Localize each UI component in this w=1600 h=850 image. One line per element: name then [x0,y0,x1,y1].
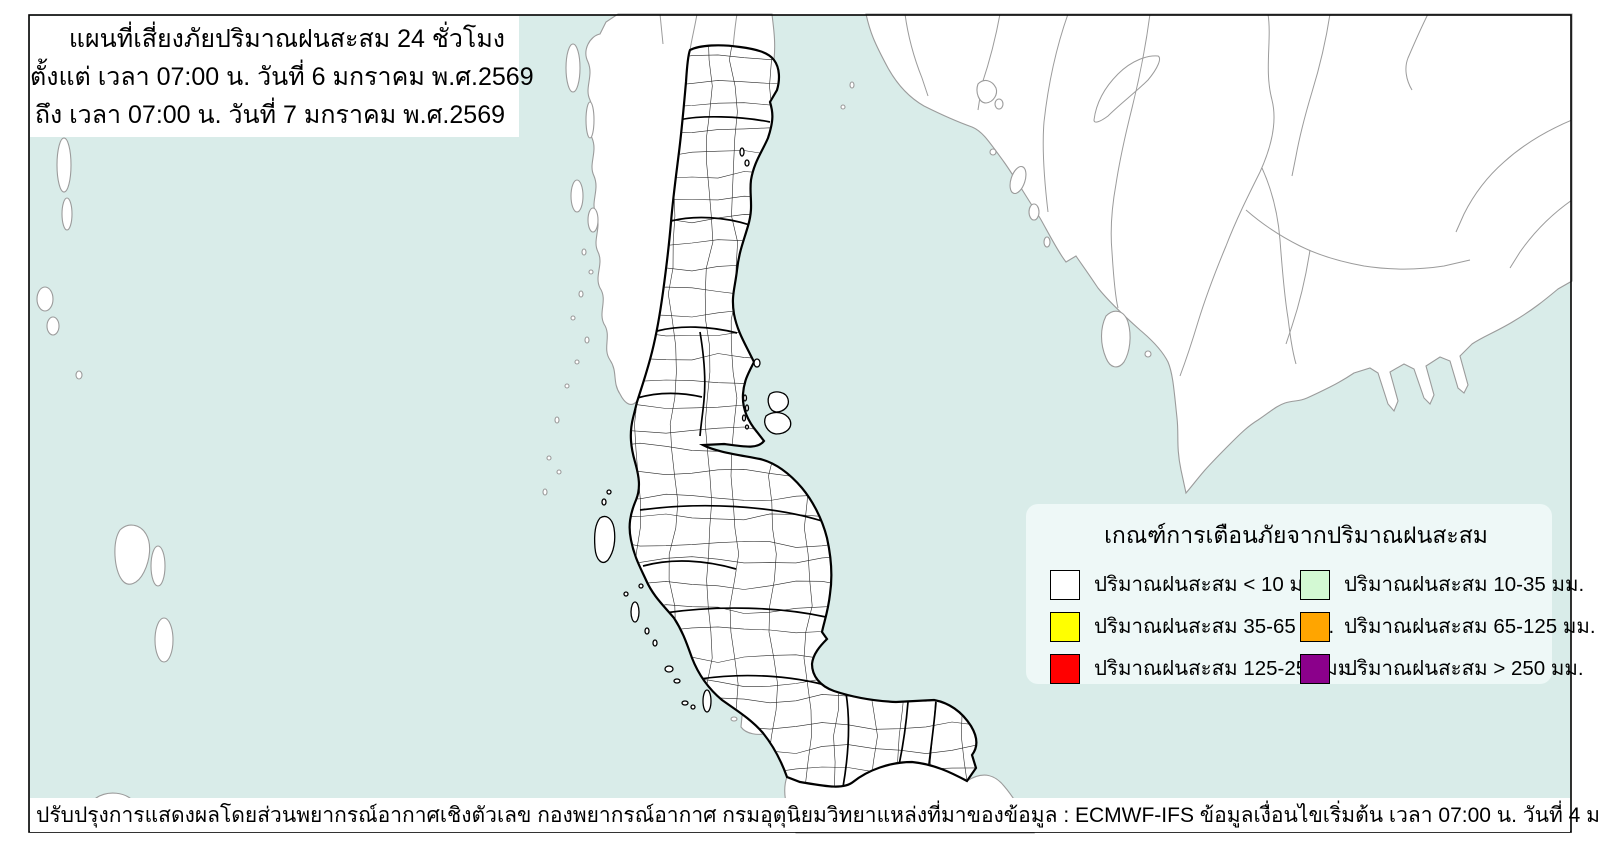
footer-data-source: แหล่งที่มาของข้อมูล : ECMWF-IFS ข้อมูลเง… [876,803,1600,827]
legend-panel: เกณฑ์การเตือนภัยจากปริมาณฝนสะสม ปริมาณฝน… [1026,504,1596,685]
ko-phangan [767,391,790,413]
legend-label: ปริมาณฝนสะสม 35-65 มม. [1094,615,1335,638]
legend-label: ปริมาณฝนสะสม 125-250 มม. [1094,657,1357,680]
thai-islands [594,147,792,713]
legend-swatch-red [1050,653,1080,684]
map-title-box: แผนที่เสี่ยงภัยปริมาณฝนสะสม 24 ชั่วโมง ต… [30,16,534,137]
legend-item-125-250: ปริมาณฝนสะสม 125-250 มม. [1050,652,1357,685]
legend-item-10-35: ปริมาณฝนสะสม 10-35 มม. [1300,568,1596,601]
legend-swatch-green [1300,569,1330,600]
phuket-island [594,515,616,563]
indochina-features [904,14,1572,377]
legend-item-65-125: ปริมาณฝนสะสม 65-125 มม. [1300,610,1596,643]
ko-samui [764,411,792,435]
ko-tao [753,358,761,368]
footer-bar: ปรับปรุงการแสดงผลโดยส่วนพยากรณ์อากาศเชิง… [30,798,1600,832]
footer-credit: ปรับปรุงการแสดงผลโดยส่วนพยากรณ์อากาศเชิง… [36,803,877,827]
legend-swatch-orange [1300,611,1330,642]
legend-swatch-white [1050,569,1080,600]
legend-swatch-yellow [1050,611,1080,642]
legend-item-gt250: ปริมาณฝนสะสม > 250 มม. [1300,652,1596,685]
nw-province-borders [659,13,738,51]
map-frame [28,14,1572,833]
tonle-sap-lake [1093,55,1161,123]
legend-label: ปริมาณฝนสะสม > 250 มม. [1344,657,1584,680]
phu-quoc-island [1100,310,1131,368]
ko-tarutao [702,689,712,713]
map-title: แผนที่เสี่ยงภัยปริมาณฝนสะสม 24 ชั่วโมง [68,25,505,53]
legend-item-35-65: ปริมาณฝนสะสม 35-65 มม. [1050,610,1334,643]
legend-grid: ปริมาณฝนสะสม < 10 มม. ปริมาณฝนสะสม 10-35… [1050,568,1596,685]
legend-item-lt10: ปริมาณฝนสะสม < 10 มม. [1050,568,1322,601]
legend-label: ปริมาณฝนสะสม 65-125 มม. [1344,615,1596,638]
legend-swatch-purple [1300,653,1330,684]
legend-title: เกณฑ์การเตือนภัยจากปริมาณฝนสะสม [1104,522,1488,548]
mekong-river [1179,14,1275,377]
legend-label: ปริมาณฝนสะสม < 10 มม. [1094,573,1323,596]
ko-lanta [630,601,640,623]
legend-label: ปริมาณฝนสะสม 10-35 มม. [1344,573,1585,596]
map-period-to: ถึง เวลา 07:00 น. วันที่ 7 มกราคม พ.ศ.25… [34,101,505,129]
map-period-from: ตั้งแต่ เวลา 07:00 น. วันที่ 6 มกราคม พ.… [30,63,534,91]
